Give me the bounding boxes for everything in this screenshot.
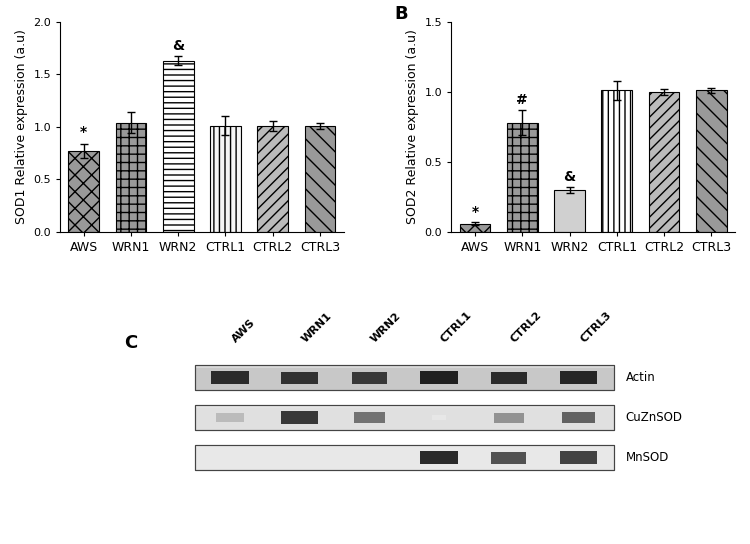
Text: AWS: AWS (230, 318, 257, 345)
Text: B: B (394, 5, 408, 23)
Bar (210, 126, 241, 232)
Text: &: & (563, 170, 575, 184)
FancyBboxPatch shape (560, 372, 598, 384)
Bar (116, 122, 146, 232)
Bar (696, 90, 727, 232)
FancyBboxPatch shape (490, 372, 527, 384)
Text: WRN1: WRN1 (299, 311, 334, 345)
Y-axis label: SOD2 Relative expression (a.u): SOD2 Relative expression (a.u) (406, 29, 419, 224)
FancyBboxPatch shape (354, 412, 385, 423)
Text: WRN2: WRN2 (370, 311, 404, 345)
Text: CuZnSOD: CuZnSOD (626, 411, 682, 424)
FancyBboxPatch shape (281, 372, 318, 384)
FancyBboxPatch shape (560, 452, 597, 463)
FancyBboxPatch shape (195, 405, 614, 408)
Text: MnSOD: MnSOD (626, 451, 669, 464)
Bar (507, 122, 538, 232)
Bar (460, 224, 490, 232)
Text: CTRL2: CTRL2 (509, 310, 544, 345)
Bar (163, 60, 194, 232)
FancyBboxPatch shape (494, 413, 524, 423)
Text: C: C (124, 334, 137, 352)
Text: *: * (80, 126, 87, 139)
FancyBboxPatch shape (281, 411, 318, 424)
Text: CTRL3: CTRL3 (579, 310, 614, 345)
FancyBboxPatch shape (562, 412, 596, 423)
FancyBboxPatch shape (195, 445, 614, 448)
Bar (602, 90, 632, 232)
Bar (68, 151, 99, 232)
FancyBboxPatch shape (211, 371, 249, 384)
FancyBboxPatch shape (432, 415, 446, 421)
FancyBboxPatch shape (195, 405, 614, 430)
FancyBboxPatch shape (195, 366, 614, 390)
Text: CTRL1: CTRL1 (440, 310, 474, 345)
FancyBboxPatch shape (491, 452, 526, 463)
Text: #: # (517, 92, 528, 107)
FancyBboxPatch shape (195, 445, 614, 470)
Bar (649, 92, 680, 232)
Text: *: * (472, 205, 478, 219)
FancyBboxPatch shape (420, 371, 458, 384)
FancyBboxPatch shape (352, 372, 387, 384)
Y-axis label: SOD1 Relative expression (a.u): SOD1 Relative expression (a.u) (15, 29, 28, 224)
Text: &: & (172, 39, 184, 53)
FancyBboxPatch shape (216, 413, 244, 422)
FancyBboxPatch shape (420, 451, 458, 464)
FancyBboxPatch shape (195, 366, 614, 368)
Bar (304, 126, 335, 232)
Text: Actin: Actin (626, 371, 656, 384)
Bar (257, 126, 288, 232)
Bar (554, 190, 585, 232)
